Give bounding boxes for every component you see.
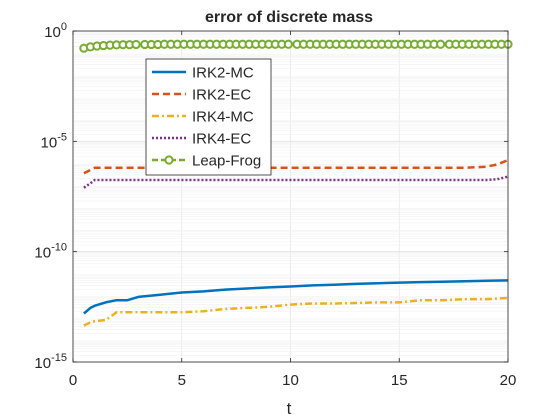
legend-label: Leap-Frog (192, 153, 261, 170)
x-tick-label: 5 (178, 372, 186, 389)
legend-label: IRK4-EC (192, 131, 251, 148)
legend-label: IRK2-MC (192, 65, 254, 82)
series-line-irk4-ec (83, 175, 509, 189)
series-line-irk4-mc (83, 296, 509, 327)
x-tick-label: 15 (391, 372, 408, 389)
series-marker-leap-frog (131, 39, 141, 50)
x-tick-label: 20 (500, 372, 517, 389)
series-marker-leap-frog (435, 39, 446, 49)
y-tick-label: 10-5 (41, 131, 67, 151)
legend-label: IRK4-MC (192, 109, 254, 126)
axis-ticks: 0 5 10 15 20 100 10-5 10-10 10-15 (34, 21, 516, 389)
y-tick-label: 100 (44, 21, 67, 41)
y-tick-label: 10-15 (34, 352, 67, 372)
series-layer (79, 39, 513, 327)
chart-title: error of discrete mass (205, 9, 373, 26)
legend-swatch-marker (164, 155, 174, 165)
legend: IRK2-MC IRK2-EC IRK4-MC IRK4-EC Leap-Frog (145, 58, 272, 176)
series-line-irk2-mc (83, 279, 509, 315)
series-line-irk2-ec (83, 158, 509, 175)
series-marker-leap-frog (283, 39, 293, 49)
legend-label: IRK2-EC (192, 87, 251, 104)
y-tick-label: 10-10 (34, 242, 67, 262)
x-tick-label: 0 (69, 372, 77, 389)
x-axis-label: t (287, 399, 292, 418)
x-tick-label: 10 (282, 372, 299, 389)
legend-box (145, 58, 272, 176)
